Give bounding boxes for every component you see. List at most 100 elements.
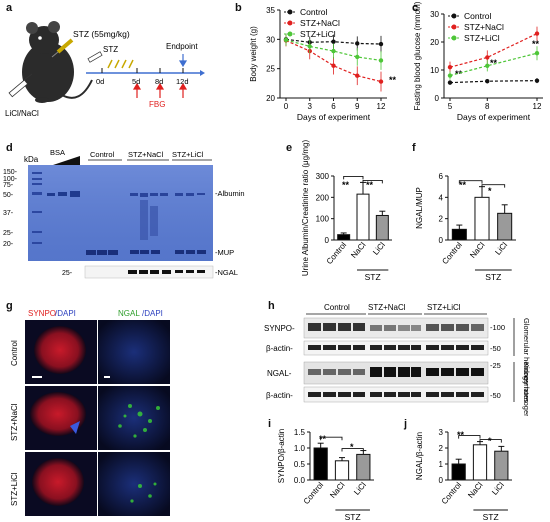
c-ytick: 0 — [435, 94, 440, 103]
i-ytick: 1.5 — [294, 428, 306, 437]
i-bar-licl — [356, 453, 371, 481]
i-sig-bracket-2 — [341, 448, 364, 452]
f-category-label: LiCl — [493, 240, 509, 257]
b-series-line — [285, 39, 382, 62]
j-ytick: 0 — [439, 476, 444, 485]
b-data-point — [331, 63, 336, 68]
c-legend-label: STZ+NaCl — [464, 22, 504, 32]
timeline-day-8: 8d — [155, 77, 163, 86]
glucose-sig-day5: ** — [455, 69, 463, 79]
western-blot-panel: Control STZ+NaCl STZ+LiCl SYNPO- β-actin… — [264, 303, 531, 416]
if-row-nacl: STZ+NaCl — [10, 403, 19, 441]
f-sig-2: * — [488, 186, 492, 196]
j-ytick: 3 — [439, 428, 444, 437]
j-category-label: LiCl — [490, 480, 506, 497]
f-ytick: 0 — [439, 236, 444, 245]
j-sig-bracket-1 — [458, 435, 481, 439]
panel-d-label: d — [6, 142, 13, 154]
c-ylabel: Fasting blood glucose (mmol/l) — [413, 1, 422, 110]
ngal-blot-strip — [84, 265, 214, 279]
wb-group-control: Control — [324, 303, 350, 312]
gel-group-licl: STZ+LiCl — [172, 150, 204, 159]
f-sig-1: ** — [459, 180, 467, 190]
timeline-day-12: 12d — [176, 77, 189, 86]
b-data-point — [355, 54, 360, 60]
panel-b-label: b — [235, 2, 242, 14]
b-data-point — [378, 79, 384, 84]
f-bar-licl — [497, 212, 513, 241]
e-category-label: NaCl — [349, 240, 367, 260]
j-ylabel: NGAL/β-actin — [415, 432, 424, 480]
endpoint-label: Endpoint — [166, 42, 198, 51]
b-ytick: 20 — [266, 94, 275, 103]
c-data-point — [447, 80, 453, 85]
wb-row-ngal: NGAL- — [267, 369, 292, 378]
wb-side-kidney: Kidney homogenates — [522, 362, 531, 416]
if-col-synpo: SYNPO — [28, 309, 56, 318]
c-xlabel: Days of experiment — [457, 112, 531, 122]
if-col-ngal: NGAL — [118, 309, 140, 318]
b-ytick: 35 — [266, 6, 275, 15]
e-group-label: STZ — [365, 272, 381, 282]
b-ylabel: Body weight (g) — [249, 26, 258, 82]
bsa-label: BSA — [50, 148, 65, 157]
mw-75: 75- — [3, 182, 14, 189]
c-data-point — [534, 51, 540, 56]
b-xtick: 3 — [308, 102, 313, 111]
c-data-point — [534, 78, 540, 83]
wb-mw-100: -100 — [490, 323, 505, 332]
mw-150: 150- — [3, 169, 18, 176]
injection-label: LiCl/NaCl — [5, 109, 39, 118]
wb-row-actin-2: β-actin- — [266, 391, 293, 400]
ngal-mup-chart: ** * 0 2 4 6 Control NaCl LiCl STZ NGAL/MUP — [415, 172, 516, 282]
f-ytick: 4 — [439, 193, 444, 202]
wb-row-synpo: SYNPO- — [264, 324, 295, 333]
b-xlabel: Days of experiment — [297, 112, 371, 122]
if-control-ngal — [98, 320, 170, 384]
e-category-label: LiCl — [371, 240, 387, 257]
b-data-point — [355, 73, 360, 78]
albumin-band-label: -Albumin — [215, 189, 245, 198]
j-group-label: STZ — [483, 512, 499, 522]
j-ytick: 2 — [439, 444, 444, 453]
j-ytick: 1 — [439, 460, 444, 469]
e-sig-2: ** — [366, 180, 374, 190]
mw-20: 20- — [3, 241, 14, 248]
b-legend-label: Control — [300, 7, 328, 17]
e-sig-bracket-1 — [343, 175, 364, 180]
f-bar-control — [451, 228, 467, 241]
e-ylabel: Urine Albumin/Creatinine ratio (μg/mg) — [301, 140, 310, 277]
wb-side-glomerular: Glomerular homogenates — [522, 318, 531, 403]
i-sig-1: ** — [319, 434, 327, 444]
panel-a-label: a — [6, 2, 13, 14]
b-series-line — [285, 39, 382, 83]
gel-group-nacl: STZ+NaCl — [128, 150, 164, 159]
b-ytick: 25 — [266, 65, 275, 74]
if-col-dapi-1: /DAPI — [55, 309, 76, 318]
wb-mw-50-1: -50 — [490, 344, 501, 353]
timeline-syringe-icon — [87, 51, 103, 63]
c-data-point — [485, 55, 490, 60]
mw-37: 37- — [3, 210, 14, 217]
i-ytick: 0.0 — [294, 476, 306, 485]
f-ytick: 6 — [439, 172, 444, 181]
e-ytick: 100 — [316, 215, 330, 224]
f-group-label: STZ — [485, 272, 501, 282]
ngal-mw-25: 25- — [62, 270, 73, 277]
f-ytick: 2 — [439, 215, 444, 224]
e-sig-bracket-2 — [362, 179, 383, 184]
panel-f-label: f — [412, 142, 416, 154]
wb-group-nacl: STZ+NaCl — [368, 303, 406, 312]
timeline-day-5: 5d — [132, 77, 140, 86]
c-xtick: 12 — [533, 102, 542, 111]
syringe-icon — [8, 73, 33, 98]
glucose-sig-day8: ** — [490, 58, 498, 68]
c-ytick: 30 — [430, 10, 439, 19]
b-xtick: 0 — [284, 102, 289, 111]
gel-group-control: Control — [90, 150, 115, 159]
j-bar-nacl — [472, 444, 488, 481]
synpo-actin-chart: ** * 0.0 0.5 1.0 1.5 Control NaCl LiCl STZ SYNPO… — [277, 428, 374, 522]
i-sig-bracket-1 — [320, 436, 343, 441]
b-ytick: 30 — [266, 35, 275, 44]
